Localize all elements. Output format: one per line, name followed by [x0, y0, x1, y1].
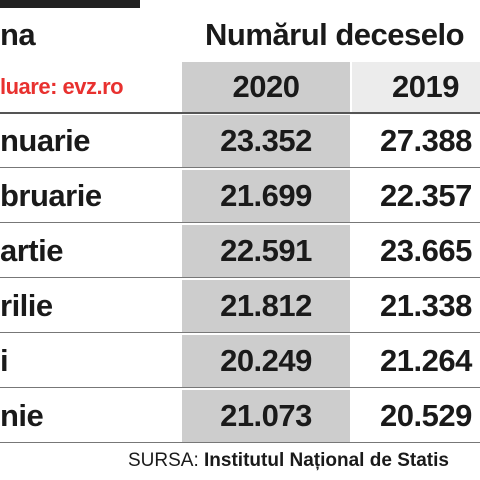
- row-rule: [0, 222, 480, 223]
- month-cell: bruarie: [0, 178, 102, 213]
- row-rule: [0, 167, 480, 168]
- month-cell: artie: [0, 233, 63, 268]
- row-rule: [0, 442, 480, 443]
- month-cell: nuarie: [0, 123, 91, 158]
- month-header: na: [0, 17, 36, 52]
- row-rule: [0, 112, 480, 114]
- year-header: 2020: [182, 62, 350, 112]
- value-2019: 20.529: [380, 398, 472, 433]
- footer: SURSA: Institutul Național de Statis: [128, 450, 480, 476]
- month-cell: rilie: [0, 288, 53, 323]
- footer-source: Institutul Național de Statis: [204, 450, 449, 471]
- value-2019: 23.665: [380, 233, 472, 268]
- month-cell: i: [0, 343, 9, 378]
- row-rule: [0, 277, 480, 278]
- value-2020: 21.812: [182, 280, 350, 332]
- value-2020: 21.699: [182, 170, 350, 222]
- value-2020: 20.249: [182, 335, 350, 387]
- row-rule: [0, 332, 480, 333]
- footer-label: SURSA:: [128, 450, 199, 471]
- month-cell: nie: [0, 398, 44, 433]
- deaths-header: Numărul deceselo: [205, 17, 465, 52]
- row-rule: [0, 387, 480, 388]
- value-2019: 21.338: [380, 288, 472, 323]
- value-2019: 22.357: [380, 178, 472, 213]
- value-2020: 23.352: [182, 115, 350, 167]
- value-2019: 27.388: [380, 123, 472, 158]
- year-header: 2019: [352, 62, 480, 112]
- value-2020: 21.073: [182, 390, 350, 442]
- value-2020: 22.591: [182, 225, 350, 277]
- source-note: luare: evz.ro: [0, 74, 124, 99]
- cropped-title: [0, 0, 140, 8]
- value-2019: 21.264: [380, 343, 472, 378]
